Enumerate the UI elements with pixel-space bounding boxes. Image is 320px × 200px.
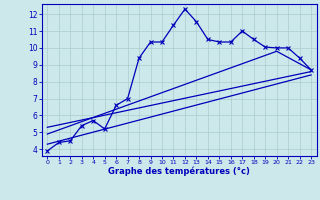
X-axis label: Graphe des températures (°c): Graphe des températures (°c) — [108, 167, 250, 176]
